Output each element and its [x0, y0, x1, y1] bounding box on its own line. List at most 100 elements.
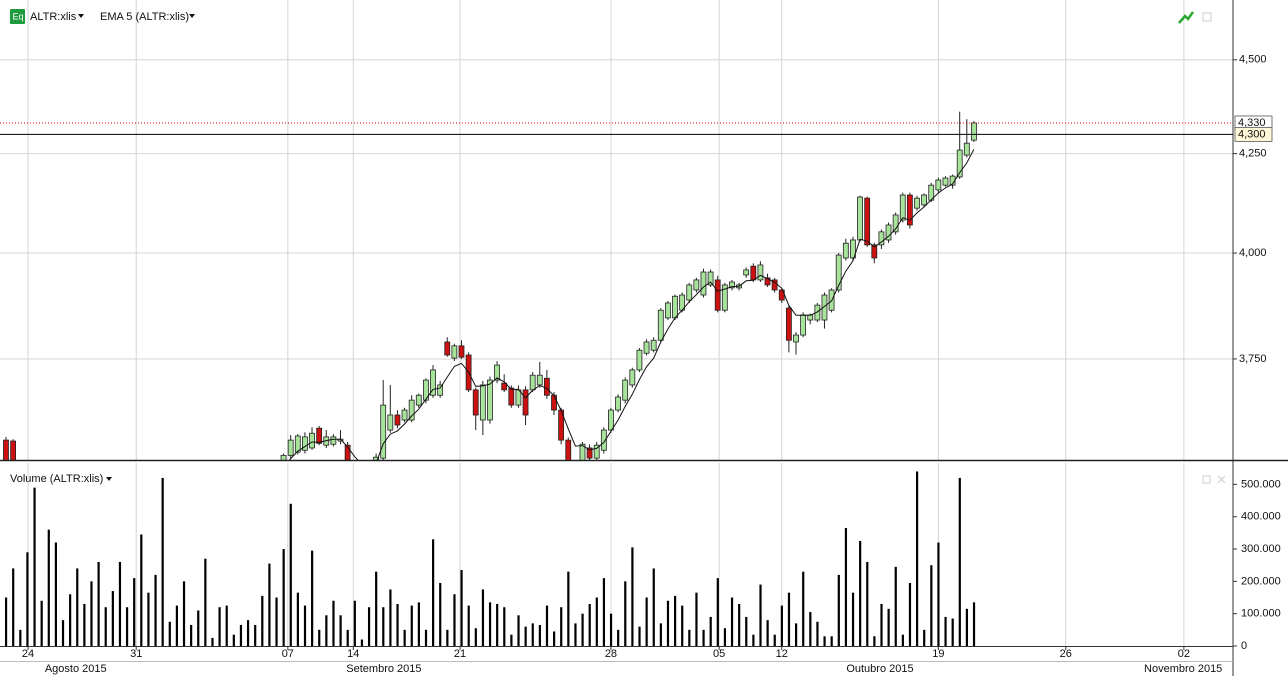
y-tick-label: 400.000 [1241, 511, 1281, 523]
candle-body [437, 384, 444, 396]
volume-bar [631, 547, 634, 646]
candle-body [600, 429, 607, 451]
volume-bar [289, 503, 292, 646]
candles [3, 111, 977, 460]
volume-bar [859, 540, 862, 646]
candle-body [793, 334, 799, 343]
volume-bar [453, 594, 456, 646]
volume-bar [972, 602, 976, 646]
candle-body [835, 254, 842, 291]
candle-body [800, 314, 807, 336]
candle-body [622, 379, 629, 401]
volume-bar [488, 602, 492, 646]
candle-body [892, 214, 899, 233]
volume-bar [581, 613, 584, 646]
candle-body [494, 364, 500, 381]
candle-body [629, 369, 636, 386]
volume-bar [709, 616, 712, 646]
volume-bar [275, 597, 278, 646]
volume-bar [517, 615, 520, 646]
volume-bar [844, 528, 848, 646]
candle-body [871, 244, 878, 259]
volume-bar [239, 624, 243, 646]
chart-type-icon[interactable] [1178, 11, 1195, 24]
candle-body [700, 271, 707, 296]
x-tick-label: 31 [130, 648, 142, 660]
volume-bar [538, 624, 541, 646]
volume-bar [780, 605, 783, 646]
candle-body [529, 374, 536, 391]
candle-body [714, 279, 721, 311]
candle-body [707, 271, 714, 286]
y-tick-label: 3,750 [1239, 353, 1267, 365]
candle-body [501, 382, 508, 391]
volume-bar [617, 629, 620, 646]
candle-body [422, 379, 429, 401]
volume-bar [560, 607, 563, 646]
volume-header: Volume (ALTR:xlis) [10, 473, 1226, 485]
dropdown-arrow[interactable] [78, 14, 84, 18]
y-tick-label: 200.000 [1241, 575, 1281, 587]
dropdown-arrow[interactable] [106, 477, 112, 481]
candle-body [394, 414, 401, 426]
y-tick-label: 300.000 [1241, 543, 1281, 555]
candle-body [451, 345, 458, 359]
volume-bar [894, 566, 897, 646]
candle-body [408, 399, 415, 421]
candle-body [906, 194, 913, 226]
volume-bar [168, 621, 171, 646]
volume-bar [268, 563, 271, 646]
volume-bar [47, 529, 50, 646]
candle-body [3, 439, 9, 460]
price-tag-label: 4,300 [1238, 128, 1266, 140]
x-tick-label: 26 [1060, 648, 1072, 660]
candle-body [280, 454, 287, 460]
x-tick-label: 28 [605, 648, 617, 660]
symbol-label[interactable]: ALTR:xlis [30, 11, 77, 23]
volume-bar [837, 574, 840, 646]
dropdown-arrow[interactable] [189, 14, 195, 18]
close-icon[interactable] [1217, 475, 1226, 484]
indicator-label[interactable]: EMA 5 (ALTR:xlis) [100, 11, 189, 23]
volume-bar [681, 605, 684, 646]
volume-bar [481, 589, 485, 646]
candle-body [430, 369, 436, 396]
candle-body [287, 439, 294, 456]
candle-body [729, 281, 735, 289]
volume-label[interactable]: Volume (ALTR:xlis) [10, 473, 103, 485]
volume-bar [460, 570, 463, 646]
candle-body [380, 404, 387, 459]
window-icon[interactable] [1202, 475, 1211, 484]
volume-bar [553, 631, 556, 646]
volume-bar [752, 634, 755, 646]
volume-bar [175, 605, 178, 646]
candle-body [885, 224, 892, 241]
volume-bar [730, 597, 734, 646]
volume-bar [595, 597, 598, 646]
volume-bar [332, 600, 335, 646]
volume-bar [958, 477, 961, 646]
volume-bar [951, 618, 954, 646]
volume-bar [723, 628, 727, 646]
candle-body [302, 436, 308, 451]
volume-bar [923, 629, 926, 646]
candle-body [686, 284, 693, 301]
volume-bar [382, 607, 385, 646]
candle-body [672, 295, 678, 319]
volume-bar [133, 578, 136, 646]
month-label: Setembro 2015 [346, 663, 421, 675]
volume-bar [880, 603, 883, 646]
y-tick-label: 4,250 [1239, 147, 1267, 159]
volume-bar [965, 608, 969, 646]
window-icon[interactable] [1202, 12, 1212, 22]
x-tick-label: 05 [713, 648, 725, 660]
volume-bar [638, 626, 641, 646]
volume-bar [745, 616, 748, 646]
price-tag-label: 4,330 [1238, 117, 1266, 129]
volume-bar [652, 568, 655, 646]
volume-bar [439, 582, 442, 646]
